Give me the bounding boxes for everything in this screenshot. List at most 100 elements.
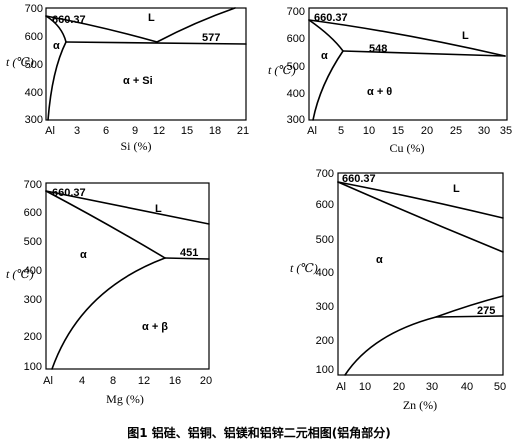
x-tick-label: 9 [132, 125, 138, 137]
liquidus-line [308, 19, 506, 57]
x-tick-label: 12 [153, 125, 165, 137]
panel-al-zn: 700 600 500 400 300 200 100 t (℃) Al 10 … [290, 168, 506, 412]
y-tick-label: 600 [24, 207, 42, 219]
x-tick-label: 5 [338, 125, 344, 137]
melting-point-label: 660.37 [52, 187, 86, 199]
panel-al-cu: 700 600 500 400 300 t (℃) Al 5 10 15 20 … [268, 6, 512, 155]
solidus-line [337, 181, 504, 253]
x-tick-label: 20 [421, 125, 433, 137]
y-tick-label: 700 [316, 168, 334, 180]
x-tick-label: 35 [500, 125, 512, 137]
y-tick-label: 600 [25, 31, 43, 43]
y-tick-label: 200 [24, 331, 42, 343]
eutectic-line [164, 257, 210, 260]
x-tick-label: 10 [363, 125, 375, 137]
eutectic-temperature-label: 451 [180, 247, 198, 259]
y-tick-label: 500 [25, 59, 43, 71]
liquid-region-label: L [462, 30, 469, 42]
y-tick-label: 600 [287, 33, 305, 45]
y-tick-label: 700 [287, 6, 305, 18]
x-tick-label: 16 [169, 375, 181, 387]
melting-point-label: 660.37 [342, 173, 376, 185]
eutectic-temperature-label: 548 [369, 43, 387, 55]
eutectic-line [342, 50, 506, 57]
two-phase-region-label: α + θ [367, 86, 392, 98]
plot-frame [308, 7, 508, 121]
liquid-region-label: L [453, 183, 460, 195]
y-tick-label: 400 [287, 88, 305, 100]
y-axis-title: t (℃) [268, 63, 296, 77]
liquidus-line [337, 181, 504, 219]
solvus-line [47, 41, 67, 121]
alpha-region-label: α [80, 249, 87, 261]
alpha-region-label: α [321, 50, 328, 62]
solidus-line [45, 190, 166, 259]
alpha-region-label: α [53, 40, 60, 52]
y-tick-label: 600 [316, 199, 334, 211]
x-tick-label: 15 [392, 125, 404, 137]
x-tick-label: 8 [110, 375, 116, 387]
y-tick-label: 500 [287, 61, 305, 73]
x-tick-label: Al [336, 381, 346, 393]
y-tick-label: 700 [25, 3, 43, 15]
melting-point-label: 660.37 [52, 14, 86, 26]
x-tick-label: 3 [74, 125, 80, 137]
x-axis-title: Zn (%) [403, 398, 437, 412]
melting-point-label: 660.37 [314, 12, 348, 24]
x-tick-label: 6 [103, 125, 109, 137]
panel-al-si: 700 600 500 400 300 t (℃) Al 3 6 9 12 15… [6, 3, 249, 153]
y-tick-label: 400 [25, 87, 43, 99]
eutectoid-temperature-label: 275 [477, 305, 495, 317]
x-tick-label: Al [307, 125, 317, 137]
plot-frame [337, 172, 504, 376]
liquid-region-label: L [155, 203, 162, 215]
solvus-line [312, 50, 344, 121]
figure-caption: 图1 铝硅、铝铜、铝镁和铝锌二元相图(铝角部分) [127, 426, 391, 440]
x-axis-title: Si (%) [121, 139, 152, 153]
plot-frame [45, 182, 210, 370]
x-tick-label: Al [43, 375, 53, 387]
x-axis-title: Cu (%) [390, 141, 425, 155]
solidus-line [45, 15, 67, 43]
y-tick-label: 100 [24, 361, 42, 373]
x-tick-label: 20 [393, 381, 405, 393]
x-tick-label: 21 [237, 125, 249, 137]
x-tick-label: 30 [426, 381, 438, 393]
x-tick-label: 18 [209, 125, 221, 137]
x-tick-label: 25 [450, 125, 462, 137]
plot-frame [45, 7, 247, 121]
x-tick-label: 40 [461, 381, 473, 393]
liquid-region-label: L [148, 12, 155, 24]
eutectoid-line [435, 315, 504, 318]
x-tick-label: 12 [138, 375, 150, 387]
y-axis-title: t (℃) [6, 267, 34, 281]
alpha-region-label: α [376, 254, 383, 266]
panel-al-mg: 700 600 500 400 300 200 100 t (℃) Al 4 8… [6, 179, 212, 406]
x-tick-label: 20 [200, 375, 212, 387]
x-axis-title: Mg (%) [106, 392, 144, 406]
y-tick-label: 400 [24, 265, 42, 277]
x-tick-label: 4 [79, 375, 85, 387]
y-tick-label: 500 [316, 234, 334, 246]
y-tick-label: 400 [316, 267, 334, 279]
y-axis-title: t (℃) [6, 55, 34, 69]
x-tick-label: 30 [478, 125, 490, 137]
y-axis-title: t (℃) [290, 261, 318, 275]
two-phase-region-label: α + Si [123, 75, 153, 87]
x-tick-label: 10 [359, 381, 371, 393]
liquidus-si-line [156, 7, 236, 43]
liquidus-line [45, 15, 158, 43]
x-tick-label: Al [45, 125, 55, 137]
solvus-line [51, 257, 166, 370]
y-tick-label: 500 [24, 236, 42, 248]
y-tick-label: 300 [316, 301, 334, 313]
y-tick-label: 700 [24, 179, 42, 191]
liquidus-line [45, 190, 210, 225]
x-tick-label: 15 [181, 125, 193, 137]
y-tick-label: 300 [287, 114, 305, 126]
eutectic-temperature-label: 577 [202, 32, 220, 44]
y-tick-label: 200 [316, 335, 334, 347]
solidus-line [308, 19, 344, 52]
x-tick-label: 50 [494, 381, 506, 393]
